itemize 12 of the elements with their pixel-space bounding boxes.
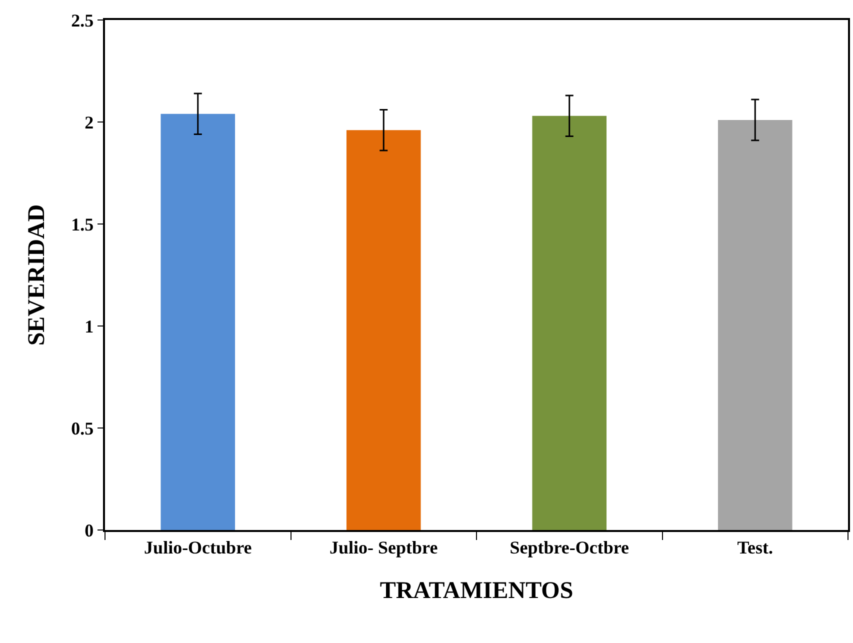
x-axis-title: TRATAMIENTOS [380, 578, 574, 604]
y-axis-title: SEVERIDAD [24, 204, 50, 346]
x-tick-label: Test. [737, 537, 774, 558]
y-tick-label: 0.5 [71, 418, 94, 438]
y-tick-label: 2 [84, 112, 94, 132]
y-tick-label: 2.5 [71, 10, 94, 30]
x-tick-label: Julio-Octubre [144, 537, 252, 558]
y-tick-label: 1 [84, 316, 94, 336]
x-tick-label: Julio- Septbre [330, 537, 438, 558]
y-tick-label: 0 [84, 520, 94, 540]
x-tick-label: Septbre-Octbre [510, 537, 630, 558]
y-tick-label: 1.5 [71, 214, 94, 234]
